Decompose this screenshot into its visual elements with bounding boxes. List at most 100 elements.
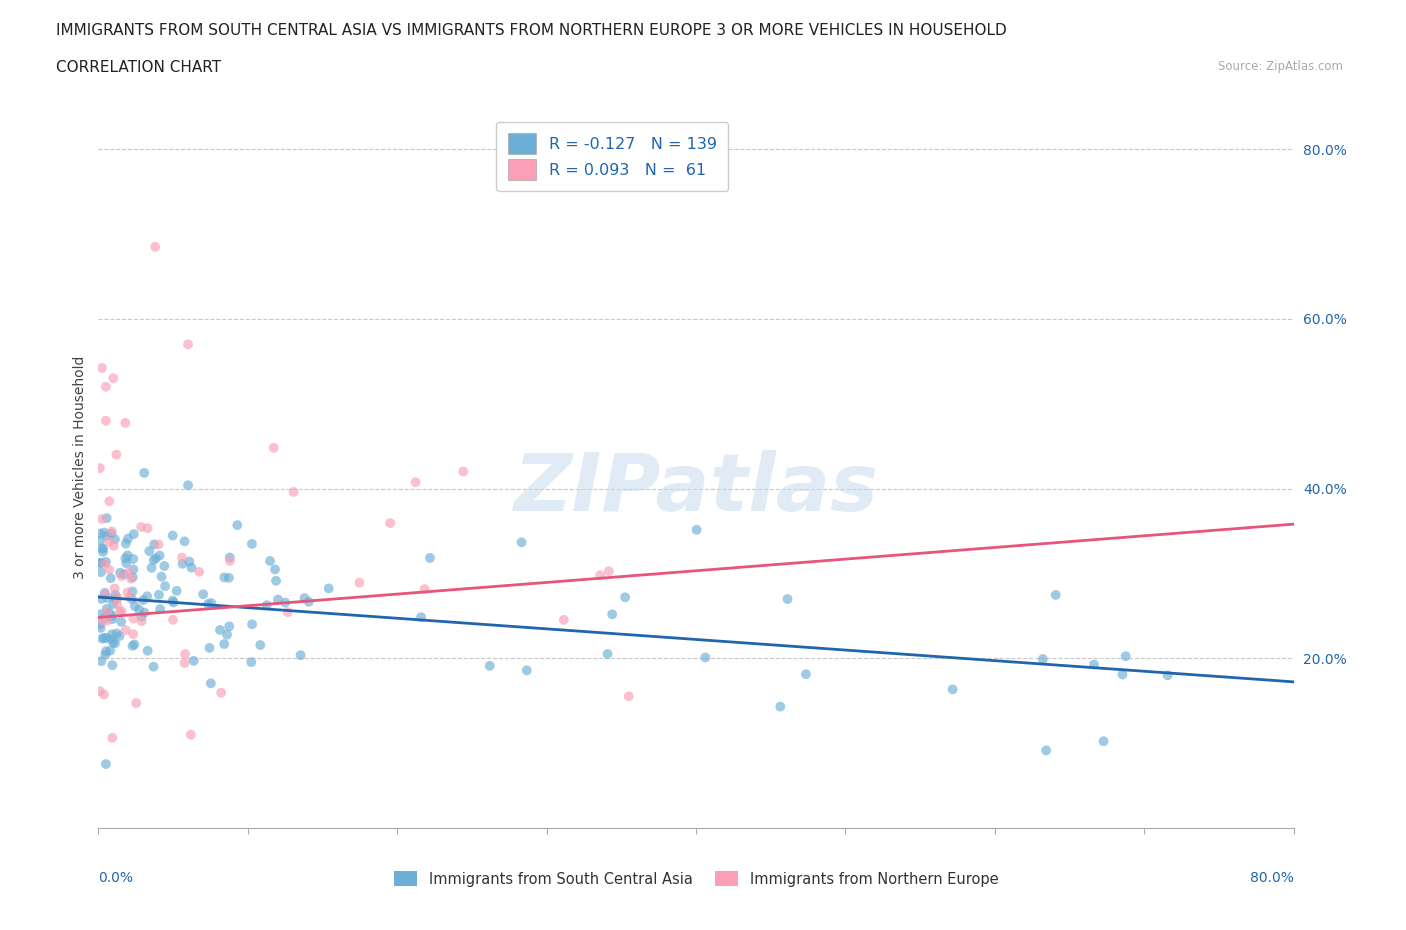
Point <box>115 555 138 570</box>
Point <box>419 551 441 565</box>
Point <box>411 610 433 625</box>
Point <box>105 626 128 641</box>
Point <box>769 699 792 714</box>
Point <box>96 591 118 605</box>
Point <box>96 604 118 619</box>
Point <box>103 538 125 553</box>
Point <box>453 464 475 479</box>
Point <box>117 548 139 563</box>
Point <box>617 689 640 704</box>
Point <box>180 560 202 575</box>
Point <box>104 532 127 547</box>
Point <box>256 598 278 613</box>
Point <box>177 337 200 352</box>
Point <box>104 587 127 602</box>
Point <box>298 594 321 609</box>
Point <box>100 526 122 541</box>
Point <box>136 521 159 536</box>
Point <box>90 620 112 635</box>
Point <box>283 485 305 499</box>
Point <box>121 584 143 599</box>
Point <box>600 607 623 622</box>
Point <box>89 526 111 541</box>
Point <box>96 511 118 525</box>
Point <box>148 587 170 602</box>
Point <box>101 524 124 538</box>
Point <box>96 528 118 543</box>
Point <box>94 644 117 658</box>
Point <box>589 568 612 583</box>
Point <box>162 595 184 610</box>
Point <box>90 555 112 570</box>
Legend: Immigrants from South Central Asia, Immigrants from Northern Europe: Immigrants from South Central Asia, Immi… <box>388 866 1004 893</box>
Point <box>794 667 817 682</box>
Point <box>162 593 184 608</box>
Point <box>142 552 165 567</box>
Point <box>1156 668 1178 683</box>
Point <box>122 627 145 642</box>
Point <box>218 570 240 585</box>
Point <box>1045 588 1067 603</box>
Point <box>94 554 117 569</box>
Point <box>114 536 136 551</box>
Point <box>122 526 145 541</box>
Point <box>96 602 118 617</box>
Point <box>93 525 115 540</box>
Point <box>101 609 124 624</box>
Point <box>103 371 125 386</box>
Point <box>134 466 156 481</box>
Point <box>153 578 176 593</box>
Point <box>105 447 128 462</box>
Point <box>1111 667 1133 682</box>
Point <box>101 612 124 627</box>
Point <box>90 541 112 556</box>
Point <box>197 596 219 611</box>
Point <box>107 591 129 605</box>
Point <box>1115 649 1137 664</box>
Point <box>94 631 117 645</box>
Point <box>108 629 131 644</box>
Point <box>91 541 114 556</box>
Point <box>128 603 150 618</box>
Point <box>614 590 637 604</box>
Point <box>264 562 287 577</box>
Point <box>378 515 401 530</box>
Point <box>141 561 163 576</box>
Point <box>120 571 142 586</box>
Point <box>104 591 127 606</box>
Point <box>249 638 271 653</box>
Point <box>318 581 340 596</box>
Point <box>1035 743 1057 758</box>
Point <box>89 606 111 621</box>
Point <box>110 615 132 630</box>
Point <box>177 478 200 493</box>
Point <box>134 605 156 620</box>
Point <box>101 635 124 650</box>
Point <box>174 646 197 661</box>
Point <box>173 534 195 549</box>
Point <box>212 637 235 652</box>
Point <box>200 595 222 610</box>
Point <box>149 602 172 617</box>
Point <box>294 591 316 605</box>
Point <box>98 644 121 658</box>
Point <box>136 644 159 658</box>
Point <box>240 617 263 631</box>
Point <box>98 534 121 549</box>
Text: 0.0%: 0.0% <box>98 870 134 885</box>
Point <box>136 589 159 604</box>
Point <box>695 650 717 665</box>
Point <box>193 587 215 602</box>
Text: Source: ZipAtlas.com: Source: ZipAtlas.com <box>1218 60 1343 73</box>
Point <box>105 597 128 612</box>
Point <box>214 570 236 585</box>
Point <box>240 655 263 670</box>
Point <box>290 647 312 662</box>
Point <box>94 587 117 602</box>
Point <box>110 568 132 583</box>
Point <box>121 570 143 585</box>
Point <box>114 623 136 638</box>
Point <box>90 591 112 606</box>
Point <box>132 592 155 607</box>
Point <box>97 613 120 628</box>
